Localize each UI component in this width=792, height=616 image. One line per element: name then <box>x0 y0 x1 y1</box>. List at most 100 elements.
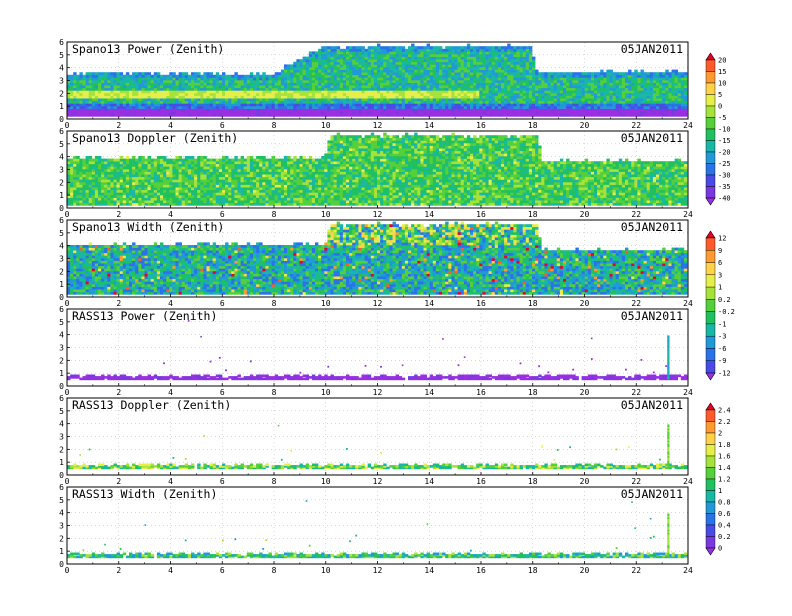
cell <box>110 166 113 169</box>
cell <box>160 192 163 195</box>
cell <box>473 72 476 75</box>
cell <box>120 83 123 86</box>
cell <box>535 90 538 93</box>
cell <box>327 90 330 93</box>
cell <box>396 67 399 70</box>
cell <box>634 103 637 106</box>
cell <box>101 88 104 91</box>
cell <box>163 77 166 80</box>
cell <box>420 111 423 114</box>
cell <box>123 93 126 96</box>
cell <box>414 88 417 91</box>
cell <box>448 64 451 67</box>
cell <box>253 111 256 114</box>
cell <box>411 70 414 73</box>
cell <box>79 93 82 96</box>
cell <box>408 109 411 112</box>
cell <box>129 161 132 164</box>
cell <box>160 106 163 109</box>
cell <box>476 93 479 96</box>
cell <box>114 200 117 203</box>
cell <box>334 98 337 101</box>
cell <box>507 64 510 67</box>
cell <box>634 109 637 112</box>
cell <box>95 90 98 93</box>
cell <box>179 190 182 193</box>
cell <box>132 93 135 96</box>
cell <box>157 182 160 185</box>
cell <box>358 49 361 52</box>
cell <box>216 85 219 88</box>
cell <box>346 54 349 57</box>
cell <box>145 203 148 206</box>
cell <box>420 75 423 78</box>
cell <box>417 54 420 57</box>
cell <box>114 192 117 195</box>
cell <box>374 62 377 65</box>
cell <box>489 111 492 114</box>
cell <box>101 198 104 201</box>
cell <box>228 75 231 78</box>
cell <box>634 88 637 91</box>
cell <box>114 185 117 188</box>
cell <box>560 72 563 75</box>
cell <box>625 90 628 93</box>
cell <box>296 96 299 99</box>
cell <box>473 64 476 67</box>
cell <box>241 90 244 93</box>
cell <box>461 75 464 78</box>
cell <box>650 96 653 99</box>
cell <box>622 101 625 104</box>
cell <box>194 72 197 75</box>
cell <box>132 164 135 167</box>
cell <box>86 80 89 83</box>
cell <box>166 88 169 91</box>
cell <box>399 101 402 104</box>
cell <box>92 83 95 86</box>
cell <box>163 106 166 109</box>
cell <box>79 174 82 177</box>
cell <box>169 174 172 177</box>
cell <box>619 93 622 96</box>
cell <box>479 96 482 99</box>
cell <box>104 198 107 201</box>
cell <box>324 109 327 112</box>
cell <box>300 114 303 117</box>
cell <box>73 187 76 190</box>
cell <box>79 109 82 112</box>
cell <box>501 106 504 109</box>
cell <box>535 72 538 75</box>
cell <box>157 83 160 86</box>
cell <box>92 103 95 106</box>
cell <box>306 59 309 62</box>
cell <box>107 203 110 206</box>
cell <box>141 93 144 96</box>
cell <box>371 103 374 106</box>
cell <box>517 75 520 78</box>
cell <box>210 85 213 88</box>
cell <box>349 90 352 93</box>
cell <box>535 114 538 117</box>
cell <box>331 80 334 83</box>
cell <box>616 88 619 91</box>
cell <box>538 80 541 83</box>
cell <box>67 161 70 164</box>
cell <box>448 85 451 88</box>
x-tick-label: 8 <box>272 121 277 130</box>
cell <box>73 75 76 78</box>
cell <box>526 80 529 83</box>
cell <box>368 51 371 54</box>
cell <box>278 72 281 75</box>
cell <box>389 70 392 73</box>
cell <box>455 59 458 62</box>
cell <box>408 64 411 67</box>
cell <box>436 51 439 54</box>
cell <box>467 77 470 80</box>
cell <box>123 101 126 104</box>
cell <box>417 49 420 52</box>
cell <box>442 49 445 52</box>
cell <box>541 98 544 101</box>
cell <box>399 57 402 60</box>
cell <box>327 51 330 54</box>
cell <box>244 88 247 91</box>
